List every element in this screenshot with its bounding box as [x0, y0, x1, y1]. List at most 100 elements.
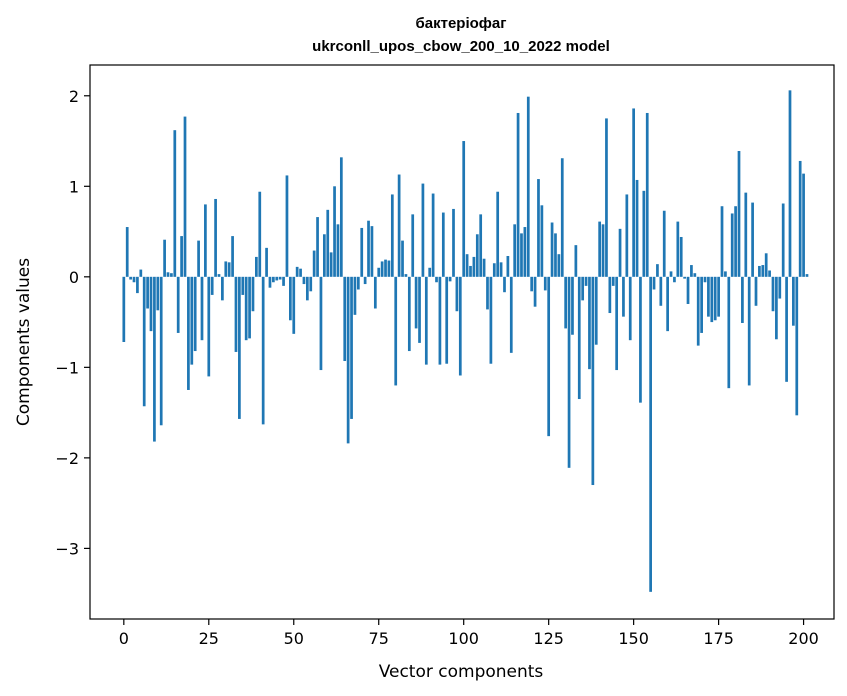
bar-133	[574, 245, 578, 277]
bar-71	[363, 276, 367, 285]
bar-119	[526, 96, 530, 277]
y-tick-label: 0	[69, 268, 79, 287]
bar-34	[238, 276, 241, 419]
bar-190	[768, 270, 771, 277]
bar-9	[153, 276, 156, 442]
bar-80	[394, 276, 398, 386]
bar-118	[523, 227, 527, 277]
bar-57	[316, 217, 319, 277]
bar-156	[652, 276, 656, 290]
bar-6	[142, 276, 146, 407]
x-tick-label: 50	[284, 629, 304, 648]
bar-107	[486, 276, 489, 310]
bar-22	[197, 240, 200, 277]
x-tick-label: 100	[448, 629, 479, 648]
x-tick-label: 125	[533, 629, 564, 648]
bar-183	[744, 192, 748, 277]
y-tick-label: −3	[55, 539, 79, 558]
bar-28	[217, 274, 221, 277]
bar-112	[503, 276, 506, 293]
bar-138	[591, 276, 595, 486]
bar-38	[251, 276, 255, 312]
bar-158	[659, 276, 663, 306]
bar-78	[387, 260, 391, 277]
bar-89	[424, 276, 428, 365]
bar-175	[717, 276, 720, 317]
bar-49	[289, 276, 292, 321]
bar-187	[758, 265, 761, 277]
bar-137	[588, 276, 591, 370]
bar-58	[319, 276, 323, 371]
bar-185	[751, 202, 754, 277]
bar-197	[792, 276, 795, 326]
bar-201	[805, 274, 809, 277]
bar-171	[703, 276, 707, 283]
bar-4	[136, 276, 139, 294]
bar-18	[183, 116, 187, 277]
bar-134	[577, 276, 581, 400]
bar-165	[683, 276, 686, 279]
bar-168	[693, 273, 697, 277]
bar-82	[401, 240, 404, 277]
bar-41	[261, 276, 265, 425]
bar-149	[628, 276, 632, 341]
bar-180	[734, 206, 737, 277]
bar-52	[299, 268, 302, 277]
bar-132	[571, 276, 574, 335]
bar-76	[380, 261, 384, 277]
bar-164	[679, 236, 683, 277]
bar-13	[166, 272, 170, 277]
bar-135	[581, 276, 585, 301]
bar-56	[312, 250, 316, 277]
bar-35	[241, 276, 245, 295]
bar-0	[122, 276, 126, 342]
bar-26	[210, 276, 214, 295]
bar-145	[615, 276, 619, 371]
bar-79	[390, 194, 394, 277]
bar-50	[292, 276, 296, 334]
bar-39	[255, 256, 258, 277]
bar-90	[428, 267, 432, 277]
bar-59	[322, 234, 326, 277]
bar-84	[407, 276, 411, 352]
bar-99	[458, 276, 462, 376]
bar-63	[336, 224, 340, 277]
bar-75	[377, 267, 381, 277]
bar-105	[479, 214, 483, 277]
bar-23	[200, 276, 204, 341]
bar-178	[727, 276, 731, 389]
bar-141	[601, 224, 605, 277]
bar-86	[414, 276, 418, 329]
bar-32	[231, 236, 234, 277]
bar-19	[187, 276, 190, 390]
bar-127	[554, 233, 557, 277]
bar-199	[798, 160, 802, 277]
bar-139	[594, 276, 598, 345]
bar-87	[418, 276, 421, 343]
x-axis-ticks: 0 25 50 75 100 125 150 175 200	[119, 619, 819, 648]
bar-177	[724, 271, 727, 277]
bar-181	[737, 151, 741, 277]
bar-162	[673, 276, 676, 283]
bar-174	[713, 276, 717, 321]
bar-68	[353, 276, 357, 315]
bar-97	[452, 208, 455, 277]
bar-196	[788, 90, 792, 277]
bar-144	[611, 276, 615, 286]
bar-130	[564, 276, 568, 329]
bar-91	[431, 193, 435, 277]
bar-54	[305, 276, 309, 301]
bar-108	[489, 276, 493, 364]
bar-120	[530, 276, 534, 292]
bar-46	[278, 276, 282, 280]
y-tick-label: −1	[55, 358, 79, 377]
bar-154	[645, 112, 649, 277]
bar-31	[227, 262, 231, 277]
bar-159	[662, 210, 666, 277]
bar-51	[295, 266, 299, 277]
bar-170	[700, 276, 703, 333]
y-tick-label: 2	[69, 87, 79, 106]
bar-62	[333, 186, 336, 277]
bar-94	[441, 212, 445, 277]
